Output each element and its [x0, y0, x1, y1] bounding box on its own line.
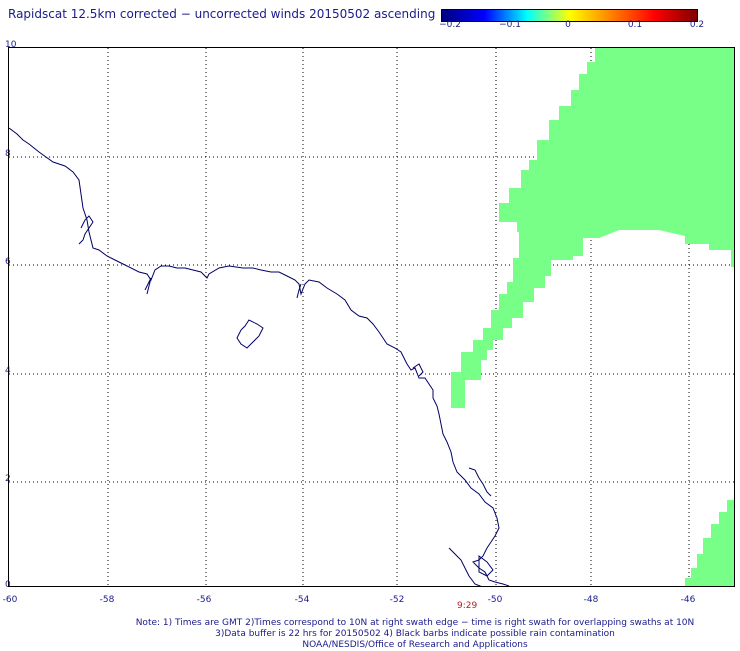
- colorbar-tick: −0.1: [499, 20, 521, 30]
- colorbar-tick: 0: [565, 20, 571, 30]
- coastline-path: [78, 215, 94, 245]
- colorbar-tick: 0.2: [689, 20, 705, 30]
- map-title: Rapidscat 12.5km corrected − uncorrected…: [8, 7, 436, 21]
- coastline-path: [236, 319, 264, 349]
- swath-region: [451, 48, 734, 408]
- notes: Note: 1) Times are GMT 2)Times correspon…: [0, 618, 740, 651]
- coastline-path: [412, 363, 424, 377]
- y-tick-label: 6: [5, 257, 11, 267]
- x-tick-label: -52: [389, 595, 405, 605]
- colorbar-tick: 0.1: [627, 20, 643, 30]
- coastline-path: [448, 547, 482, 586]
- x-tick-label: -48: [583, 595, 599, 605]
- y-tick-label: 8: [5, 149, 11, 159]
- coastline-path: [468, 467, 492, 497]
- swath-region: [685, 500, 734, 586]
- x-tick-label: -56: [196, 595, 212, 605]
- note-line: 3)Data buffer is 22 hrs for 20150502 4) …: [215, 629, 615, 639]
- note-line: Note: 1) Times are GMT 2)Times correspon…: [135, 618, 695, 628]
- y-tick-label: 10: [5, 40, 17, 50]
- map-canvas: [9, 48, 734, 586]
- coastline: [9, 127, 510, 586]
- y-tick-label: 4: [5, 366, 11, 376]
- swath-time-label: 9:29: [457, 601, 478, 611]
- x-tick-label: -54: [294, 595, 310, 605]
- x-tick-label: -50: [487, 595, 503, 605]
- x-tick-label: -58: [99, 595, 115, 605]
- colorbar: [441, 9, 698, 22]
- y-tick-label: 0: [5, 580, 11, 590]
- credit-line: NOAA/NESDIS/Office of Research and Appli…: [302, 640, 528, 650]
- coastline-path: [9, 127, 510, 586]
- coastline-path: [478, 555, 494, 577]
- coastline-path: [144, 277, 152, 295]
- map-plot: [8, 47, 735, 587]
- x-tick-label: -60: [2, 595, 18, 605]
- colorbar-tick: −0.2: [439, 20, 461, 30]
- y-tick-label: 2: [5, 474, 11, 484]
- x-tick-label: -46: [680, 595, 696, 605]
- coastline-path: [296, 283, 302, 299]
